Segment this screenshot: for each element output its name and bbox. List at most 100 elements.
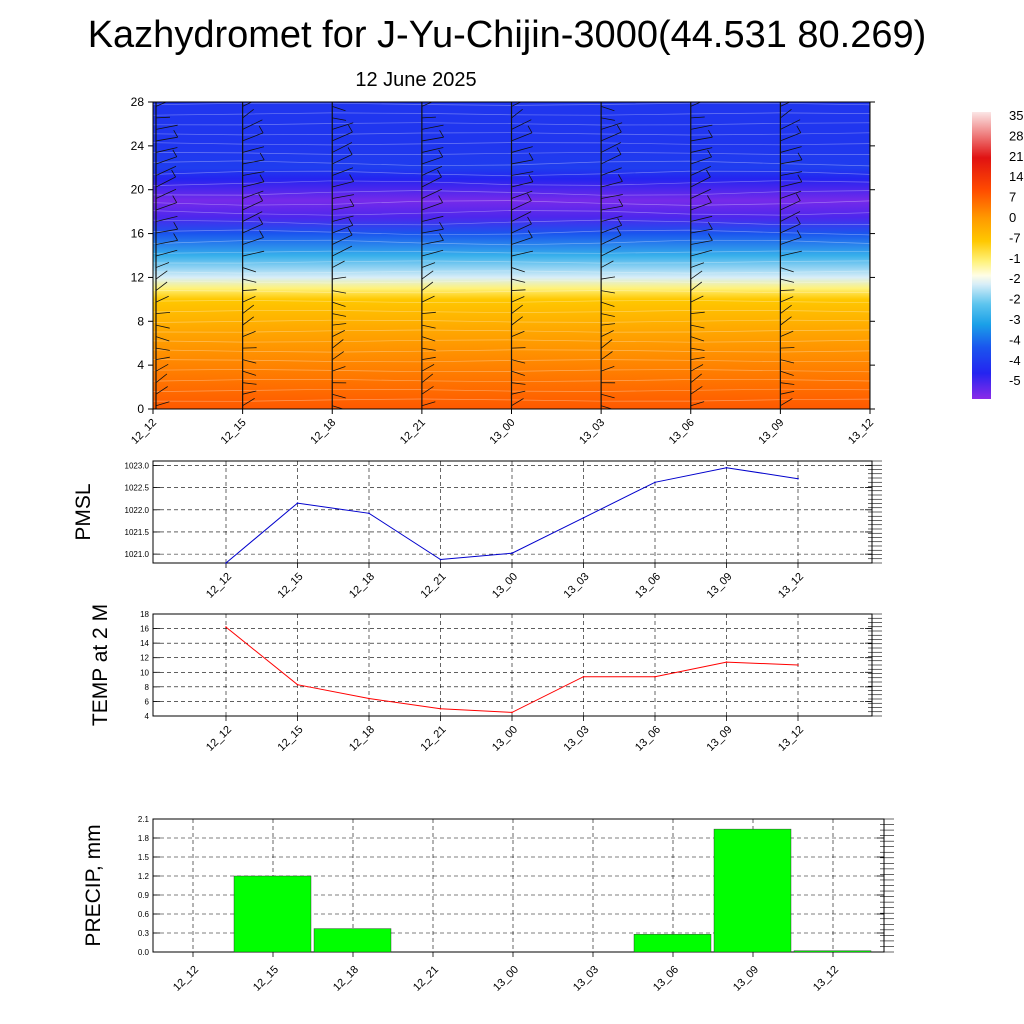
data-point bbox=[654, 675, 656, 678]
y-tick-label: 6 bbox=[145, 697, 150, 706]
colorbar-label: -2 bbox=[1009, 292, 1021, 307]
wind-barb bbox=[511, 359, 526, 364]
x-tick-label: 12_12 bbox=[171, 964, 201, 994]
wind-barb bbox=[511, 237, 533, 245]
wind-barb-flag bbox=[527, 125, 533, 133]
wind-barb bbox=[155, 295, 169, 303]
x-tick-label: 13_12 bbox=[811, 964, 841, 994]
y-tick-label: 8 bbox=[145, 683, 150, 692]
wind-barb bbox=[869, 394, 870, 395]
colorbar-label: -5 bbox=[1009, 373, 1021, 388]
wind-barb bbox=[511, 398, 524, 407]
wind-barb bbox=[690, 176, 711, 188]
y-axis-label: TEMP at 2 M bbox=[89, 604, 112, 726]
wind-barb-flag bbox=[173, 130, 179, 138]
wind-barb bbox=[155, 216, 178, 222]
wind-barb bbox=[155, 249, 178, 257]
y-tick-label: 0.0 bbox=[138, 948, 150, 957]
colorbar-label: -7 bbox=[1009, 230, 1021, 245]
wind-barb bbox=[600, 224, 622, 234]
wind-barb-flag bbox=[527, 193, 532, 201]
wind-barb bbox=[690, 386, 703, 395]
wind-barb bbox=[690, 364, 704, 372]
colorbar-label: -3 bbox=[1009, 312, 1021, 327]
wind-barb bbox=[421, 324, 436, 329]
x-tick-label: 12_12 bbox=[129, 417, 159, 447]
wind-barb bbox=[511, 316, 523, 326]
colorbar-label: 28 bbox=[1009, 128, 1023, 143]
wind-barb-flag bbox=[707, 195, 712, 203]
wind-barb bbox=[869, 186, 870, 187]
y-tick-label: 14 bbox=[140, 639, 149, 648]
data-point bbox=[511, 552, 513, 554]
x-tick-label: 13_03 bbox=[571, 964, 601, 994]
wind-barb bbox=[332, 313, 347, 317]
wind-barb bbox=[242, 289, 257, 291]
wind-barb bbox=[155, 188, 177, 199]
pmsl-panel: 1021.0 1021.5 1022.0 1022.5 1023.0 12_12 12_15… bbox=[72, 460, 882, 601]
y-tick-label: 1022.5 bbox=[125, 484, 150, 493]
wind-barb bbox=[242, 278, 257, 283]
wind-barb bbox=[155, 262, 170, 268]
y-tick-label: 12 bbox=[131, 270, 145, 284]
x-tick-label: 13_00 bbox=[490, 571, 520, 601]
x-tick-label: 13_03 bbox=[577, 417, 607, 447]
wind-barb bbox=[690, 295, 704, 303]
wind-barb bbox=[511, 211, 532, 222]
data-point bbox=[296, 683, 299, 686]
wind-barb bbox=[600, 167, 622, 176]
wind-barb bbox=[421, 311, 436, 315]
wind-barb bbox=[780, 102, 791, 107]
wind-barb bbox=[780, 316, 792, 326]
wind-barb bbox=[242, 330, 256, 338]
wind-barb bbox=[155, 401, 170, 407]
wind-barb bbox=[421, 124, 444, 130]
wind-barb bbox=[242, 200, 263, 211]
wind-barb bbox=[511, 119, 532, 130]
wind-barb bbox=[511, 181, 533, 188]
wind-barb-flag bbox=[708, 222, 713, 230]
y-tick-label: 4 bbox=[145, 712, 150, 721]
wind-barb bbox=[421, 228, 444, 234]
wind-barb-flag bbox=[708, 130, 713, 138]
wind-barb bbox=[869, 221, 870, 222]
wind-barb bbox=[421, 295, 435, 303]
wind-barb bbox=[155, 102, 168, 107]
wind-barb bbox=[690, 202, 712, 211]
wind-barb bbox=[421, 373, 434, 383]
wind-barb bbox=[869, 198, 870, 199]
wind-barb-flag bbox=[618, 198, 624, 207]
wind-barb-flag bbox=[172, 149, 178, 157]
wind-barb bbox=[421, 166, 443, 176]
wind-barb bbox=[332, 106, 346, 112]
colorbar-label: -4 bbox=[1009, 332, 1021, 347]
wind-barb bbox=[600, 131, 622, 142]
wind-barb bbox=[155, 228, 178, 234]
wind-barb bbox=[421, 240, 444, 245]
wind-barb bbox=[511, 146, 533, 153]
y-tick-label: 0.9 bbox=[138, 891, 150, 900]
wind-barb bbox=[332, 154, 353, 165]
wind-barb bbox=[155, 373, 168, 383]
wind-barb-flag bbox=[173, 233, 178, 241]
data-point bbox=[582, 517, 585, 519]
wind-barb bbox=[332, 330, 345, 337]
wind-barb bbox=[690, 281, 703, 291]
wind-barb bbox=[242, 190, 264, 199]
wind-barb bbox=[242, 119, 263, 130]
wind-barb bbox=[421, 401, 436, 407]
data-point bbox=[439, 558, 442, 561]
wind-barb bbox=[511, 159, 534, 165]
x-tick-label: 13_12 bbox=[776, 571, 806, 601]
wind-barb bbox=[780, 267, 794, 273]
wind-barb-flag bbox=[616, 124, 622, 133]
wind-barb bbox=[600, 142, 621, 153]
wind-barb-flag bbox=[708, 233, 713, 241]
wind-barb bbox=[511, 296, 525, 303]
x-tick-label: 12_12 bbox=[204, 724, 234, 754]
wind-barb bbox=[690, 147, 713, 153]
x-tick-label: 13_06 bbox=[651, 964, 681, 994]
wind-barb bbox=[690, 401, 705, 407]
y-tick-label: 1.2 bbox=[138, 872, 150, 881]
wind-barb bbox=[601, 323, 616, 326]
